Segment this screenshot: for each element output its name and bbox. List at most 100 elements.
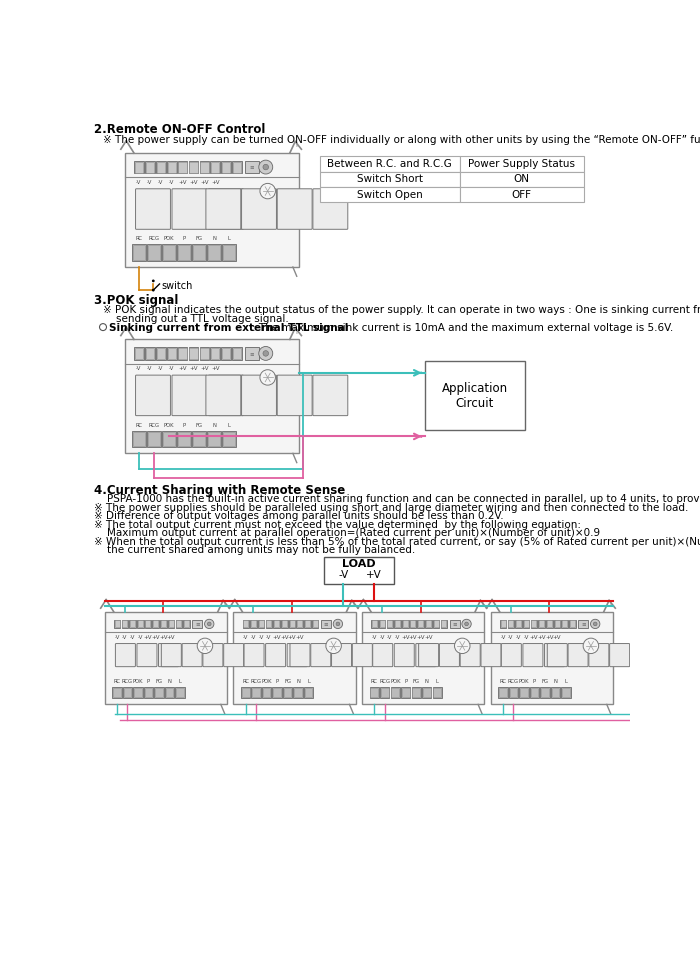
Text: RCG: RCG <box>149 423 160 428</box>
Text: -V: -V <box>266 635 272 640</box>
Text: L: L <box>228 423 230 428</box>
Circle shape <box>454 638 470 654</box>
Bar <box>298 620 302 627</box>
Bar <box>245 161 259 173</box>
Text: -V: -V <box>372 635 377 640</box>
Bar <box>193 245 205 260</box>
Text: L: L <box>564 679 567 684</box>
Bar <box>524 620 528 627</box>
Bar <box>539 620 544 627</box>
Text: POK: POK <box>390 679 400 684</box>
Bar <box>166 688 174 697</box>
FancyBboxPatch shape <box>172 375 207 416</box>
Bar <box>440 619 447 628</box>
FancyBboxPatch shape <box>277 375 312 416</box>
Bar <box>114 619 120 628</box>
Bar <box>282 620 287 627</box>
Text: -V: -V <box>387 635 393 640</box>
Text: +V: +V <box>409 635 417 640</box>
Text: RC: RC <box>136 423 143 428</box>
Bar <box>207 244 221 261</box>
Text: sending out a TTL voltage signal.: sending out a TTL voltage signal. <box>103 314 288 324</box>
Bar <box>190 348 197 359</box>
Bar <box>122 620 127 627</box>
Bar <box>160 619 167 628</box>
Bar <box>273 619 280 628</box>
Bar <box>193 431 206 447</box>
Text: FG: FG <box>195 423 202 428</box>
Bar <box>441 620 447 627</box>
Bar <box>200 162 209 172</box>
Bar <box>562 620 567 627</box>
Text: +V: +V <box>288 635 296 640</box>
Bar <box>223 431 235 446</box>
Text: the current shared among units may not be fully balanced.: the current shared among units may not b… <box>94 545 415 555</box>
Text: RCG: RCG <box>251 679 262 684</box>
Bar <box>379 620 384 627</box>
Bar <box>509 687 518 698</box>
Bar <box>176 620 181 627</box>
Bar <box>450 619 460 628</box>
Text: +V: +V <box>159 635 167 640</box>
Bar <box>540 687 550 698</box>
Bar <box>153 620 158 627</box>
Bar <box>320 156 460 171</box>
FancyBboxPatch shape <box>224 644 244 666</box>
Circle shape <box>263 351 269 356</box>
Text: +V: +V <box>200 366 209 371</box>
Text: +V: +V <box>530 635 538 640</box>
FancyBboxPatch shape <box>419 644 439 666</box>
Bar <box>178 245 190 260</box>
Bar <box>169 620 174 627</box>
Text: +V: +V <box>401 635 410 640</box>
Text: RC: RC <box>113 679 120 684</box>
Text: ※ The power supply can be turned ON-OFF individually or along with other units b: ※ The power supply can be turned ON-OFF … <box>103 134 700 144</box>
Bar <box>211 162 220 172</box>
Bar <box>134 347 143 359</box>
Text: +V: +V <box>211 366 220 371</box>
Text: I: I <box>295 142 298 148</box>
Bar <box>252 688 260 697</box>
Bar <box>569 619 575 628</box>
Bar <box>552 688 559 697</box>
Bar <box>145 688 153 697</box>
Bar <box>153 619 159 628</box>
Bar <box>132 431 146 447</box>
Bar <box>178 162 187 172</box>
Bar <box>531 620 536 627</box>
Bar <box>241 688 249 697</box>
Text: +V: +V <box>272 635 281 640</box>
Bar <box>410 620 416 627</box>
Bar <box>130 620 135 627</box>
Text: ※ Difference of output voltages among parallel units should be less than 0.2V.: ※ Difference of output voltages among pa… <box>94 511 503 521</box>
Text: RCG: RCG <box>149 237 160 242</box>
Text: OFF: OFF <box>512 190 531 200</box>
Bar <box>433 620 439 627</box>
Text: +V: +V <box>424 635 433 640</box>
Text: ≡: ≡ <box>195 621 199 626</box>
Bar <box>148 244 161 261</box>
Bar <box>423 688 430 697</box>
Bar <box>288 619 295 628</box>
Text: N: N <box>296 679 300 684</box>
Text: I: I <box>224 601 225 608</box>
Bar <box>273 688 281 697</box>
Bar <box>157 162 164 172</box>
FancyBboxPatch shape <box>287 644 307 666</box>
Bar <box>233 612 356 704</box>
FancyBboxPatch shape <box>311 644 331 666</box>
Bar <box>312 619 318 628</box>
Bar <box>500 620 505 627</box>
Text: ≡: ≡ <box>249 165 254 169</box>
Bar <box>460 171 584 187</box>
Bar <box>176 688 184 697</box>
Bar <box>124 688 132 697</box>
Bar <box>223 245 235 260</box>
Bar <box>145 161 155 173</box>
Text: P: P <box>533 679 536 684</box>
Bar <box>208 245 220 260</box>
Bar <box>500 619 506 628</box>
FancyBboxPatch shape <box>116 644 135 666</box>
Bar <box>274 620 279 627</box>
Text: -V: -V <box>147 366 153 371</box>
